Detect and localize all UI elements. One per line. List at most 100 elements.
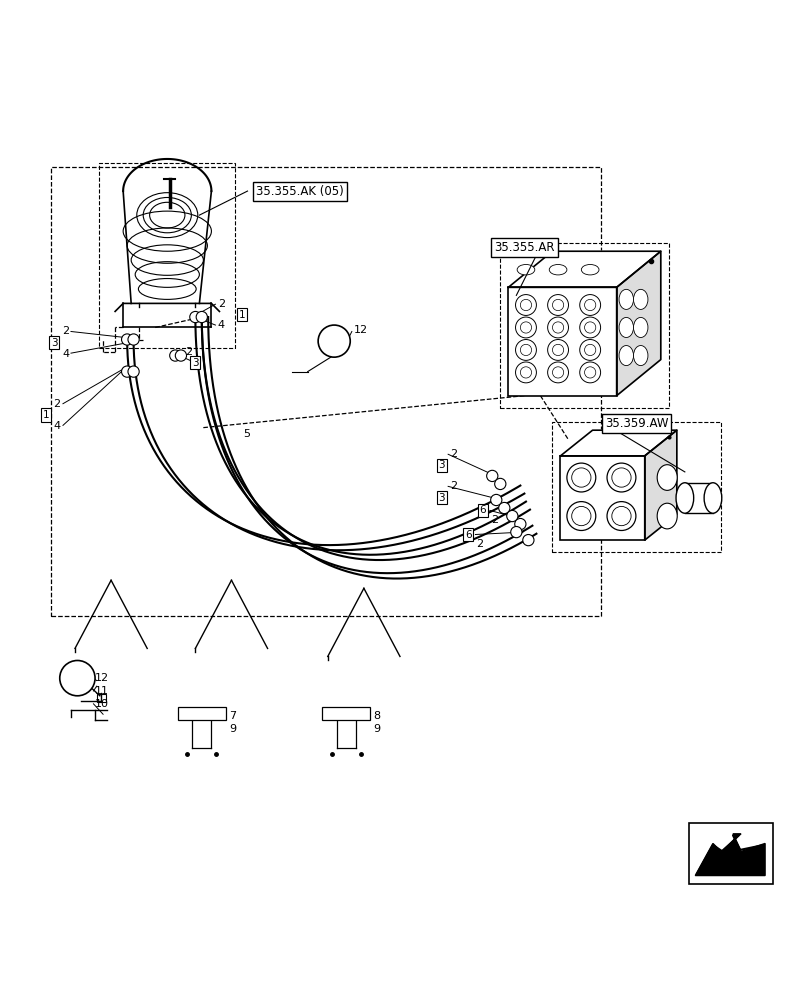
Ellipse shape [633,289,648,309]
Text: 2: 2 [450,449,457,459]
Polygon shape [508,251,661,287]
Ellipse shape [657,465,677,490]
Bar [178,707,226,720]
Ellipse shape [657,503,677,529]
Ellipse shape [549,264,567,275]
Circle shape [548,317,569,338]
Bar [561,456,645,540]
Circle shape [584,344,595,356]
Circle shape [520,367,532,378]
Ellipse shape [619,317,633,338]
Circle shape [128,366,139,377]
Text: 3: 3 [51,338,57,348]
Bar [99,163,235,348]
Circle shape [548,340,569,360]
Circle shape [516,317,537,338]
Circle shape [190,311,201,323]
Circle shape [553,367,564,378]
Text: 4: 4 [62,349,69,359]
Circle shape [567,463,595,492]
Text: 5: 5 [243,429,250,439]
Polygon shape [561,430,677,456]
Circle shape [60,660,95,696]
Circle shape [553,344,564,356]
Circle shape [121,334,133,345]
Text: 1: 1 [238,310,245,320]
Text: 2: 2 [53,399,61,409]
Bar [553,422,721,552]
Ellipse shape [633,346,648,366]
Circle shape [553,322,564,333]
Ellipse shape [619,289,633,309]
Circle shape [612,468,631,487]
Ellipse shape [633,317,648,338]
Polygon shape [617,251,661,396]
Circle shape [607,502,636,530]
Text: 35.359.AW: 35.359.AW [605,417,668,430]
Circle shape [553,299,564,311]
Circle shape [520,322,532,333]
Circle shape [548,362,569,383]
Circle shape [572,468,591,487]
Ellipse shape [704,483,722,513]
Text: 4: 4 [53,421,61,431]
Circle shape [607,463,636,492]
Ellipse shape [619,346,633,366]
Circle shape [516,362,537,383]
Circle shape [579,362,600,383]
Circle shape [494,478,506,490]
Circle shape [523,535,534,546]
Text: 2: 2 [490,515,498,525]
Text: 9: 9 [229,724,236,734]
Circle shape [516,340,537,360]
Bar [97,694,107,702]
Circle shape [170,350,181,361]
Circle shape [520,299,532,311]
Text: 12: 12 [354,325,368,335]
Bar [51,167,600,616]
Text: 2: 2 [218,299,225,309]
Text: 6: 6 [465,530,472,540]
Ellipse shape [581,264,599,275]
Text: 9: 9 [373,724,381,734]
Circle shape [579,317,600,338]
Text: 10: 10 [95,699,109,709]
Circle shape [612,506,631,526]
Circle shape [175,350,187,361]
Text: 35.355.AR: 35.355.AR [494,241,554,254]
Text: 2: 2 [62,326,69,336]
Text: 7: 7 [229,711,236,721]
Circle shape [318,325,350,357]
Circle shape [548,295,569,315]
Circle shape [584,367,595,378]
Text: 3: 3 [192,358,199,368]
Circle shape [572,506,591,526]
Circle shape [520,344,532,356]
Circle shape [128,334,139,345]
Circle shape [584,322,595,333]
Circle shape [490,494,502,506]
Text: 2: 2 [185,347,192,357]
Ellipse shape [676,483,694,513]
Circle shape [121,366,133,377]
Bar [500,243,669,408]
Circle shape [579,295,600,315]
Circle shape [584,299,595,311]
Circle shape [196,311,208,323]
Text: 4: 4 [218,320,225,330]
Polygon shape [645,430,677,540]
Circle shape [516,295,537,315]
Text: 12: 12 [95,673,109,683]
Text: 6: 6 [479,505,486,515]
Circle shape [579,340,600,360]
Text: 3: 3 [439,493,445,503]
Text: 8: 8 [373,711,381,721]
Text: 3: 3 [439,460,445,470]
Polygon shape [696,834,765,876]
Circle shape [507,510,518,522]
Ellipse shape [517,264,535,275]
Text: 35.355.AK (05): 35.355.AK (05) [256,185,343,198]
Text: 2: 2 [450,481,457,491]
Text: 11: 11 [95,686,109,696]
Bar [689,823,773,884]
